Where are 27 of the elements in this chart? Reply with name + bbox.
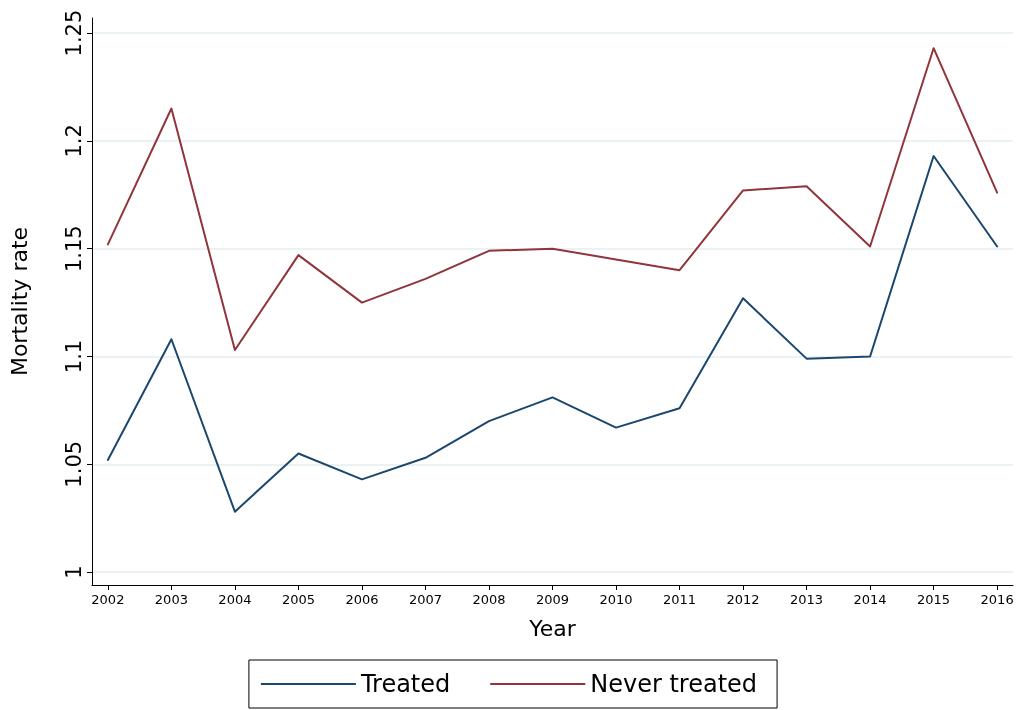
- y-tick-label: 1: [61, 565, 86, 579]
- x-axis-title: Year: [528, 615, 577, 641]
- x-tick-label: 2009: [535, 592, 570, 607]
- x-tick-label: 2015: [917, 592, 951, 607]
- legend-label: Never treated: [590, 670, 758, 698]
- x-tick-label: 2011: [662, 592, 697, 607]
- line-series: [106, 47, 999, 352]
- y-tick-label: 1.2: [61, 124, 86, 158]
- y-axis-title: Mortality rate: [6, 226, 32, 377]
- x-tick-label: 2012: [726, 592, 760, 607]
- x-tick-label: 2005: [281, 592, 315, 607]
- x-tick-label: 2013: [790, 592, 824, 607]
- x-tick-label: 2014: [853, 592, 887, 607]
- y-tick-label: 1.05: [61, 440, 86, 488]
- line-series: [106, 154, 999, 513]
- x-tick-label: 2002: [91, 592, 125, 607]
- x-tick-label: 2006: [345, 592, 379, 607]
- x-tick-label: 2010: [599, 592, 633, 607]
- x-tick-label: 2008: [472, 592, 506, 607]
- y-tick-label: 1.25: [61, 9, 86, 57]
- x-tick-label: 2016: [980, 592, 1014, 607]
- x-tick-label: 2007: [408, 592, 443, 607]
- x-tick-label: 2004: [218, 592, 252, 607]
- x-tick-label: 2003: [154, 592, 188, 607]
- y-tick-label: 1.15: [61, 225, 86, 273]
- legend-label: Treated: [359, 670, 451, 698]
- y-tick-label: 1.1: [61, 339, 86, 374]
